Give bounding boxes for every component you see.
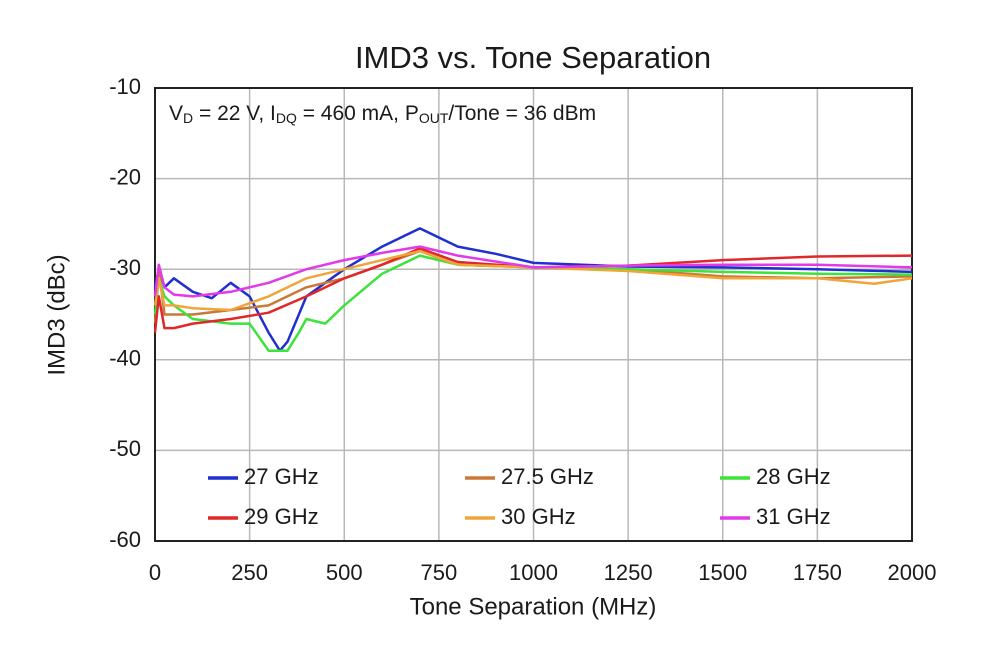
x-tick-label: 1500 bbox=[698, 560, 747, 585]
x-tick-label: 0 bbox=[149, 560, 161, 585]
x-tick-label: 1250 bbox=[604, 560, 653, 585]
series-line bbox=[153, 245, 913, 298]
y-tick-label: -10 bbox=[109, 74, 141, 99]
y-tick-label: -30 bbox=[109, 255, 141, 280]
y-tick-label: -20 bbox=[109, 164, 141, 189]
annotation-part: = 22 V, I bbox=[193, 102, 276, 125]
annotation-part: /Tone = 36 dBm bbox=[448, 102, 596, 125]
series-line bbox=[153, 247, 913, 333]
legend-label: 31 GHz bbox=[756, 504, 831, 529]
x-tick-label: 500 bbox=[326, 560, 363, 585]
y-tick-label: -40 bbox=[109, 346, 141, 371]
legend-label: 28 GHz bbox=[756, 464, 831, 489]
legend-label: 27.5 GHz bbox=[501, 464, 594, 489]
x-axis-label: Tone Separation (MHz) bbox=[410, 593, 657, 620]
annotation-part: OUT bbox=[419, 110, 449, 126]
x-tick-label: 2000 bbox=[888, 560, 937, 585]
x-tick-label: 1000 bbox=[509, 560, 558, 585]
y-tick-label: -50 bbox=[109, 436, 141, 461]
annotation-part: DQ bbox=[276, 110, 297, 126]
x-tick-label: 1750 bbox=[793, 560, 842, 585]
series-line bbox=[153, 249, 913, 312]
legend-label: 29 GHz bbox=[244, 504, 319, 529]
y-tick-label: -60 bbox=[109, 527, 141, 552]
legend-label: 27 GHz bbox=[244, 464, 319, 489]
annotation-part: V bbox=[169, 102, 183, 125]
x-tick-label: 750 bbox=[421, 560, 458, 585]
annotation-part: = 460 mA, P bbox=[297, 102, 419, 125]
annotation-part: D bbox=[183, 110, 193, 126]
legend-label: 30 GHz bbox=[501, 504, 576, 529]
x-tick-label: 250 bbox=[231, 560, 268, 585]
chart-title: IMD3 vs. Tone Separation bbox=[355, 40, 711, 75]
y-axis-label: IMD3 (dBc) bbox=[43, 254, 70, 375]
annotation: VD = 22 V, IDQ = 460 mA, POUT/Tone = 36 … bbox=[169, 102, 596, 126]
